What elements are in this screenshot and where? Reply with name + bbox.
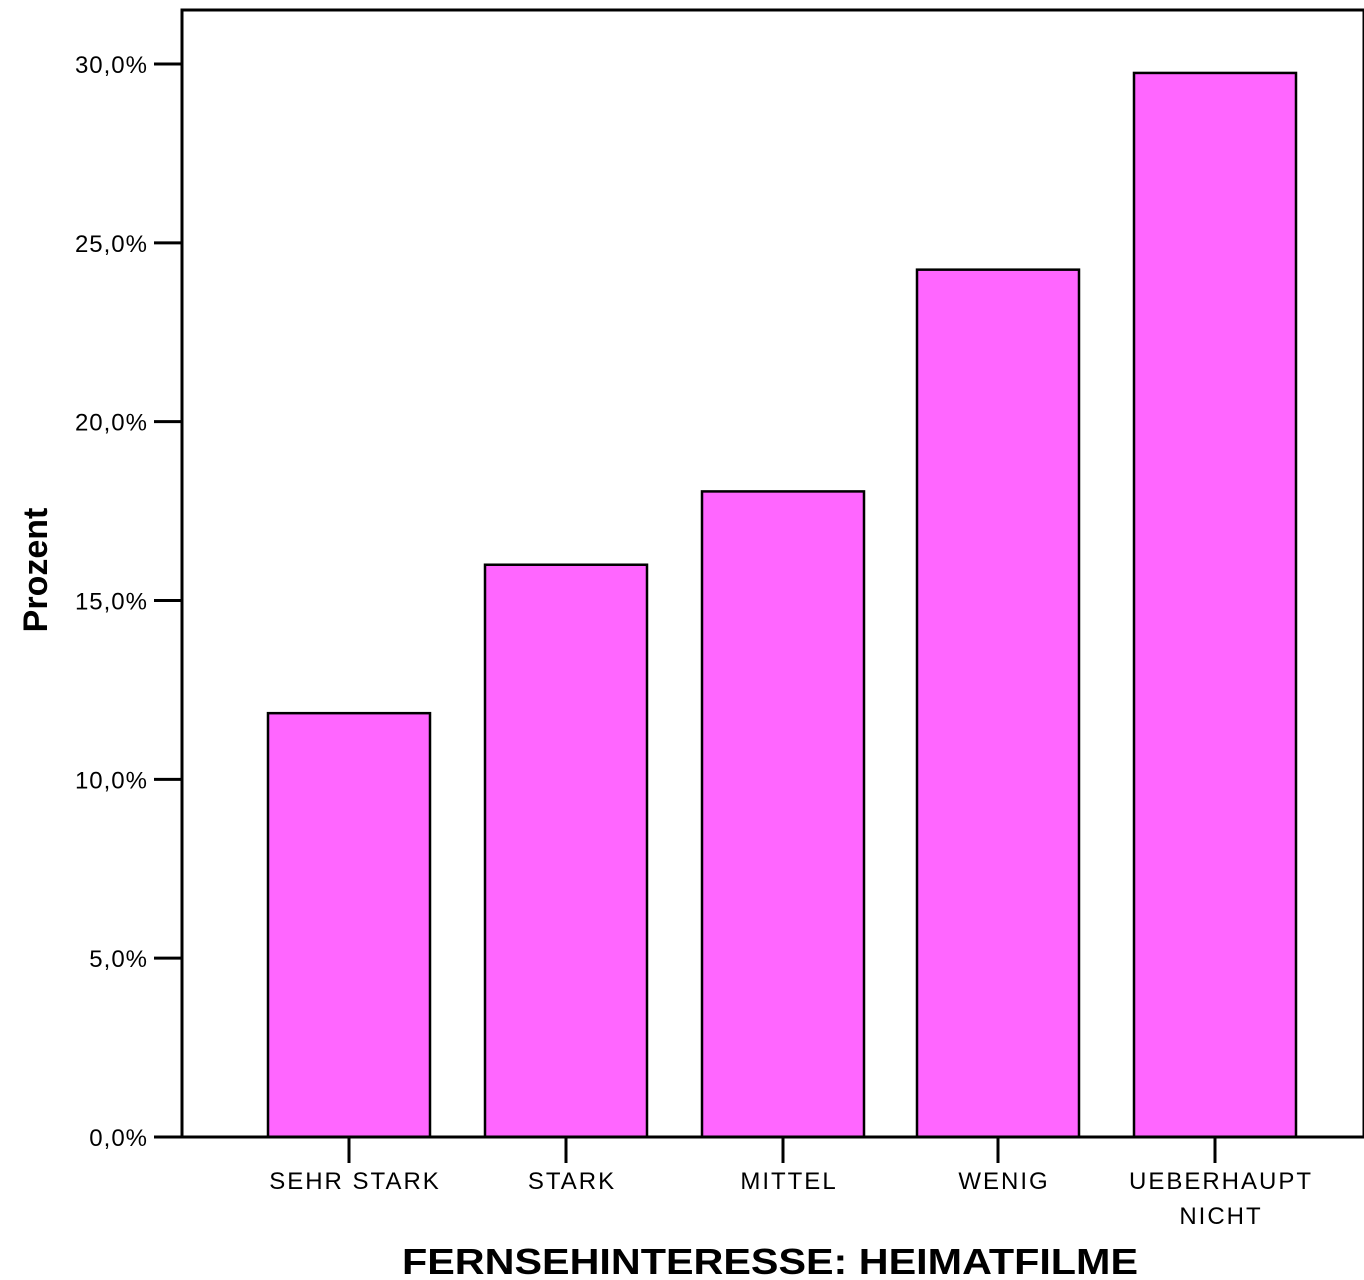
x-tick-label: UEBERHAUPT NICHT xyxy=(1129,1168,1313,1230)
x-tick-label: SEHR STARK xyxy=(269,1168,441,1195)
bars-group xyxy=(266,71,1298,1139)
y-tick-label: 30,0% xyxy=(75,52,148,79)
y-tick-label: 10,0% xyxy=(75,767,148,794)
y-tick-label: 5,0% xyxy=(89,946,148,973)
y-tick-label: 0,0% xyxy=(89,1125,148,1152)
bar-mittel xyxy=(700,490,866,1139)
bar-sehr-stark xyxy=(266,711,432,1139)
x-tick-label: STARK xyxy=(528,1168,616,1195)
plot-border xyxy=(180,8,1364,1137)
x-tick-label: MITTEL xyxy=(740,1168,837,1195)
bar-stark xyxy=(483,563,649,1139)
y-axis: 0,0% 5,0% 10,0% 15,0% 20,0% 25,0% 30,0% xyxy=(75,52,182,1152)
bar-wenig xyxy=(915,268,1081,1139)
bar-ueberhaupt-nicht xyxy=(1132,71,1298,1139)
x-axis: SEHR STARK STARK MITTEL WENIG UEBERHAUPT NICH… xyxy=(154,1135,1364,1230)
x-tick-label: WENIG xyxy=(958,1168,1049,1195)
y-axis-title: Prozent xyxy=(17,508,55,633)
x-axis-title: FERNSEHINTERESSE: HEIMATFILME xyxy=(402,1241,1138,1280)
y-tick-label: 25,0% xyxy=(75,231,148,258)
y-tick-label: 20,0% xyxy=(75,410,148,437)
plot-frame xyxy=(180,8,1364,1137)
y-tick-label: 15,0% xyxy=(75,589,148,616)
